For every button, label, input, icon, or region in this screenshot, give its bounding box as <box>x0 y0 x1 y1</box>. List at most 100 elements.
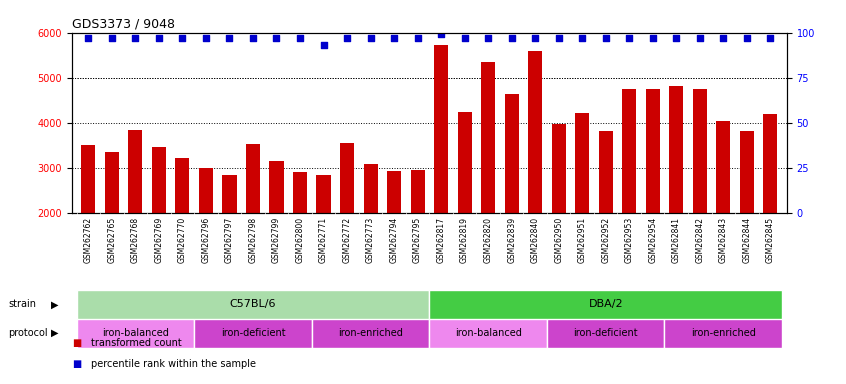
Text: ■: ■ <box>72 338 81 348</box>
Bar <box>364 164 377 303</box>
Bar <box>316 175 331 303</box>
Bar <box>81 144 96 303</box>
Point <box>129 35 142 41</box>
Text: iron-enriched: iron-enriched <box>691 328 755 338</box>
Text: iron-balanced: iron-balanced <box>102 328 169 338</box>
Bar <box>458 112 472 303</box>
Text: GSM262953: GSM262953 <box>624 217 634 263</box>
Point <box>458 35 471 41</box>
Point <box>434 31 448 38</box>
Text: GSM262796: GSM262796 <box>201 217 211 263</box>
Text: GSM262951: GSM262951 <box>578 217 586 263</box>
Point <box>411 35 425 41</box>
Bar <box>547 319 664 348</box>
Bar <box>77 319 195 348</box>
Bar <box>504 94 519 303</box>
Text: GSM262841: GSM262841 <box>672 217 681 263</box>
Text: GSM262795: GSM262795 <box>413 217 422 263</box>
Bar <box>693 89 706 303</box>
Text: GSM262952: GSM262952 <box>602 217 610 263</box>
Text: GDS3373 / 9048: GDS3373 / 9048 <box>72 17 175 30</box>
Point <box>693 35 706 41</box>
Text: GSM262820: GSM262820 <box>484 217 492 263</box>
Bar <box>664 319 782 348</box>
Text: GSM262819: GSM262819 <box>460 217 470 263</box>
Point <box>599 35 613 41</box>
Text: GSM262771: GSM262771 <box>319 217 328 263</box>
Point <box>552 35 565 41</box>
Point <box>764 35 777 41</box>
Bar <box>434 45 448 303</box>
Text: GSM262797: GSM262797 <box>225 217 234 263</box>
Point <box>529 35 542 41</box>
Text: protocol: protocol <box>8 328 48 338</box>
Text: ▶: ▶ <box>51 328 58 338</box>
Text: GSM262843: GSM262843 <box>719 217 728 263</box>
Bar <box>528 51 542 303</box>
Bar <box>622 89 636 303</box>
Point <box>387 35 401 41</box>
Text: GSM262772: GSM262772 <box>343 217 352 263</box>
Bar <box>129 130 142 303</box>
Text: GSM262770: GSM262770 <box>178 217 187 263</box>
Bar <box>77 290 429 319</box>
Point <box>505 35 519 41</box>
Bar <box>199 169 213 303</box>
Text: strain: strain <box>8 299 36 310</box>
Bar <box>645 89 660 303</box>
Bar <box>175 158 190 303</box>
Bar <box>669 86 684 303</box>
Text: ■: ■ <box>72 359 81 369</box>
Bar <box>599 131 613 303</box>
Bar <box>222 175 237 303</box>
Text: GSM262799: GSM262799 <box>272 217 281 263</box>
Text: GSM262800: GSM262800 <box>295 217 305 263</box>
Text: GSM262768: GSM262768 <box>131 217 140 263</box>
Bar <box>105 152 119 303</box>
Bar <box>312 319 429 348</box>
Point <box>364 35 377 41</box>
Point <box>176 35 190 41</box>
Bar <box>195 319 312 348</box>
Text: GSM262798: GSM262798 <box>249 217 257 263</box>
Point <box>340 35 354 41</box>
Bar <box>575 113 590 303</box>
Point <box>81 35 95 41</box>
Point <box>294 35 307 41</box>
Text: GSM262765: GSM262765 <box>107 217 117 263</box>
Point <box>152 35 166 41</box>
Point <box>623 35 636 41</box>
Point <box>316 42 330 48</box>
Bar <box>410 170 425 303</box>
Point <box>717 35 730 41</box>
Bar <box>293 172 307 303</box>
Point <box>246 35 260 41</box>
Bar <box>429 290 782 319</box>
Bar <box>269 161 283 303</box>
Text: GSM262773: GSM262773 <box>366 217 375 263</box>
Text: GSM262840: GSM262840 <box>530 217 540 263</box>
Bar <box>481 61 495 303</box>
Text: GSM262762: GSM262762 <box>84 217 93 263</box>
Text: iron-enriched: iron-enriched <box>338 328 403 338</box>
Text: iron-deficient: iron-deficient <box>574 328 638 338</box>
Bar <box>717 121 730 303</box>
Text: C57BL/6: C57BL/6 <box>230 299 277 310</box>
Text: iron-balanced: iron-balanced <box>454 328 522 338</box>
Point <box>270 35 283 41</box>
Text: GSM262954: GSM262954 <box>648 217 657 263</box>
Text: GSM262845: GSM262845 <box>766 217 775 263</box>
Bar <box>340 143 354 303</box>
Bar <box>429 319 547 348</box>
Bar <box>739 131 754 303</box>
Bar <box>763 114 777 303</box>
Text: transformed count: transformed count <box>91 338 181 348</box>
Point <box>740 35 754 41</box>
Bar <box>552 124 566 303</box>
Text: GSM262844: GSM262844 <box>742 217 751 263</box>
Point <box>199 35 212 41</box>
Bar <box>246 144 260 303</box>
Text: ▶: ▶ <box>51 299 58 310</box>
Text: GSM262817: GSM262817 <box>437 217 446 263</box>
Text: GSM262839: GSM262839 <box>507 217 516 263</box>
